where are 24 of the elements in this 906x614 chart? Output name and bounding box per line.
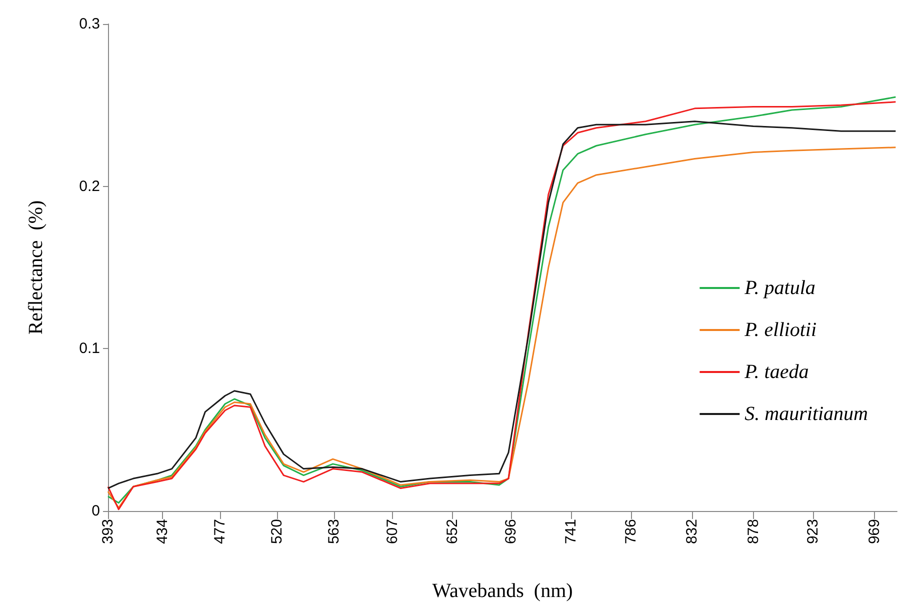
x-tick-label: 832 [684,519,701,544]
y-tick-label: 0 [92,502,100,520]
x-tick-label: 393 [100,519,116,544]
x-tick-label: 923 [804,519,822,544]
x-tick-label: 477 [211,519,228,544]
x-tick-label: 520 [268,519,286,544]
legend-label: P. taeda [744,361,809,383]
y-tick-label: 0.2 [79,178,100,195]
x-tick-label: 563 [326,519,343,544]
x-tick-label: 652 [444,519,462,544]
x-tick-label: 786 [622,519,640,544]
y-tick-label: 0.3 [79,16,100,32]
x-tick-label: 741 [562,519,580,544]
y-axis-title: Reflectance (%) [25,200,47,335]
x-tick-label: 696 [502,519,520,544]
x-tick-label: 878 [744,519,762,544]
x-tick-label: 969 [866,519,883,544]
legend-label: S. mauritianum [744,403,868,425]
x-axis-title: Wavebands (nm) [432,580,573,602]
y-tick-label: 0.1 [79,340,100,358]
x-tick-label: 607 [384,519,402,544]
x-tick-label: 434 [154,519,172,544]
legend-label: P. elliotii [744,319,817,341]
legend-label: P. patula [744,277,816,299]
